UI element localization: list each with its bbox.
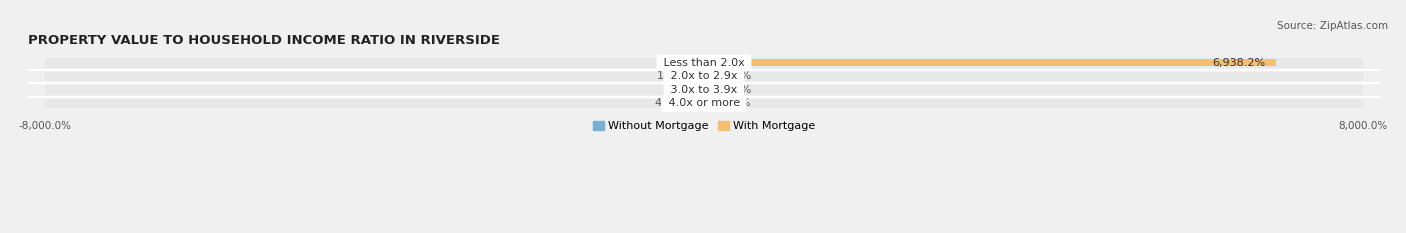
Bar [45,58,1364,68]
Bar [700,100,704,107]
Text: 33.6%: 33.6% [657,58,692,68]
Bar [704,86,706,93]
Bar [703,73,704,80]
Text: 6,938.2%: 6,938.2% [1212,58,1265,68]
Text: 20.6%: 20.6% [716,99,751,109]
Text: 30.7%: 30.7% [716,85,752,95]
Bar [45,85,1364,95]
Text: 4.8%: 4.8% [665,85,693,95]
Bar [704,100,706,107]
Bar [704,59,1275,66]
Text: 3.0x to 3.9x: 3.0x to 3.9x [666,85,741,95]
Bar [45,72,1364,81]
Text: Source: ZipAtlas.com: Source: ZipAtlas.com [1277,21,1388,31]
Text: 30.6%: 30.6% [716,72,752,81]
Bar [702,59,704,66]
Bar [45,99,1364,108]
Legend: Without Mortgage, With Mortgage: Without Mortgage, With Mortgage [588,116,820,136]
Text: 42.9%: 42.9% [655,99,690,109]
Text: 18.7%: 18.7% [657,72,693,81]
Text: Less than 2.0x: Less than 2.0x [659,58,748,68]
Text: 4.0x or more: 4.0x or more [665,99,744,109]
Text: 2.0x to 2.9x: 2.0x to 2.9x [666,72,741,81]
Text: PROPERTY VALUE TO HOUSEHOLD INCOME RATIO IN RIVERSIDE: PROPERTY VALUE TO HOUSEHOLD INCOME RATIO… [28,34,501,47]
Bar [704,73,706,80]
